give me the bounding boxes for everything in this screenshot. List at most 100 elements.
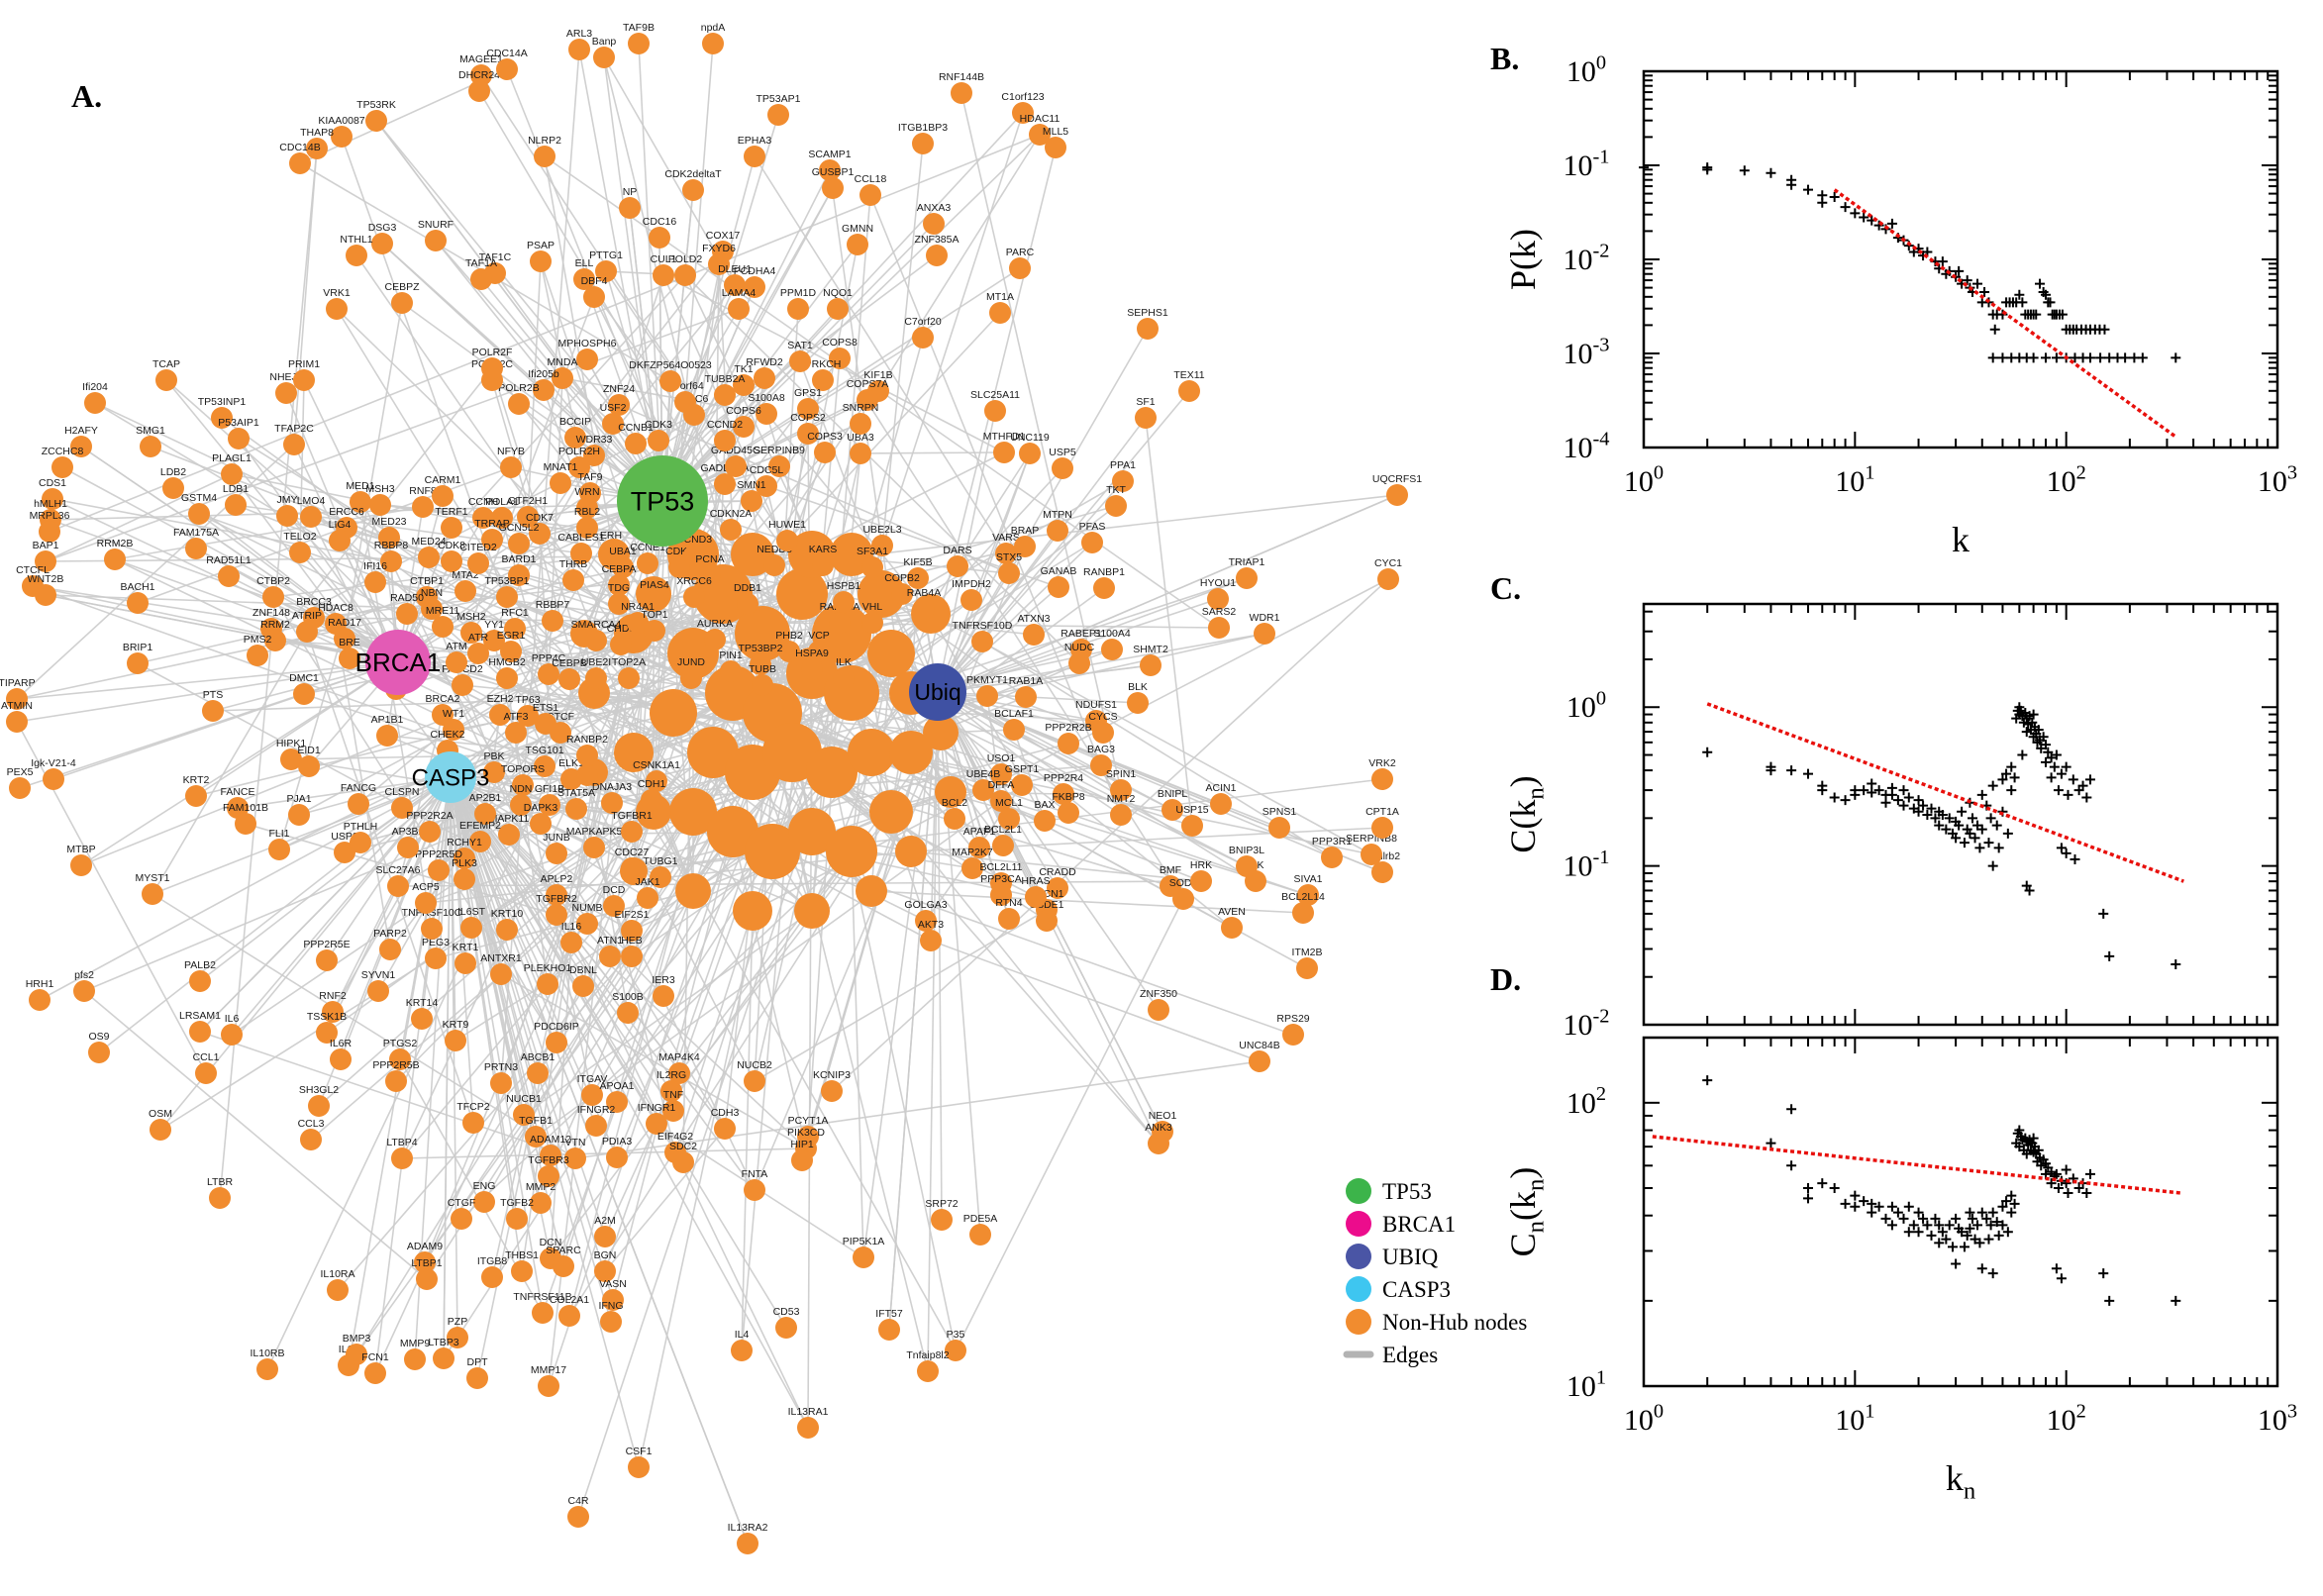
network-node-cluster[interactable] — [856, 875, 887, 907]
network-node[interactable] — [540, 1145, 561, 1166]
network-node[interactable] — [511, 1260, 533, 1282]
network-node[interactable] — [565, 798, 587, 820]
network-node[interactable] — [533, 379, 555, 401]
network-node[interactable] — [425, 230, 447, 251]
network-node[interactable] — [621, 857, 643, 879]
network-node[interactable] — [812, 369, 834, 391]
network-node[interactable] — [600, 541, 622, 562]
network-node[interactable] — [797, 423, 819, 445]
network-node[interactable] — [682, 179, 704, 201]
network-node[interactable] — [923, 213, 945, 235]
network-node[interactable] — [1090, 754, 1112, 776]
network-node[interactable] — [127, 592, 149, 614]
network-node[interactable] — [498, 824, 520, 846]
network-node[interactable] — [364, 571, 386, 593]
network-node[interactable] — [460, 917, 482, 939]
network-node[interactable] — [1140, 654, 1162, 676]
network-node[interactable] — [737, 1533, 758, 1554]
network-node[interactable] — [496, 586, 518, 608]
network-node[interactable] — [513, 1104, 535, 1126]
network-node[interactable] — [218, 565, 240, 587]
network-node[interactable] — [1371, 817, 1393, 839]
network-node[interactable] — [776, 530, 798, 551]
network-node[interactable] — [878, 1319, 900, 1341]
network-node[interactable] — [1023, 624, 1045, 646]
network-node[interactable] — [558, 668, 580, 690]
network-node[interactable] — [850, 443, 871, 464]
network-node[interactable] — [733, 416, 755, 438]
network-node[interactable] — [508, 564, 530, 586]
network-node[interactable] — [221, 1024, 243, 1046]
network-node[interactable] — [530, 250, 552, 272]
network-node[interactable] — [1011, 774, 1033, 796]
network-node[interactable] — [538, 663, 559, 685]
network-node[interactable] — [452, 674, 473, 696]
network-node-cluster[interactable] — [858, 570, 905, 618]
network-node[interactable] — [608, 593, 630, 615]
network-node[interactable] — [221, 463, 243, 485]
network-node[interactable] — [418, 547, 440, 568]
network-node[interactable] — [699, 564, 721, 586]
network-node[interactable] — [1162, 799, 1183, 821]
network-node[interactable] — [364, 1362, 386, 1384]
network-node[interactable] — [960, 589, 982, 611]
network-node-cluster[interactable] — [935, 776, 966, 808]
network-node[interactable] — [617, 1002, 639, 1024]
network-node[interactable] — [822, 177, 844, 199]
network-node[interactable] — [391, 292, 413, 314]
network-node[interactable] — [767, 104, 789, 126]
network-node[interactable] — [797, 398, 819, 420]
network-node-cluster[interactable] — [745, 824, 800, 879]
network-node[interactable] — [446, 651, 467, 673]
network-node[interactable] — [775, 1317, 797, 1339]
network-node[interactable] — [512, 774, 534, 796]
network-node[interactable] — [628, 33, 650, 54]
network-node[interactable] — [51, 456, 73, 478]
network-node[interactable] — [992, 835, 1014, 856]
network-node[interactable] — [481, 1266, 503, 1288]
network-node[interactable] — [674, 391, 696, 413]
network-node[interactable] — [850, 413, 871, 435]
network-node[interactable] — [1371, 861, 1393, 883]
network-node[interactable] — [534, 146, 556, 167]
network-node[interactable] — [621, 821, 643, 843]
network-node[interactable] — [891, 583, 913, 605]
network-node[interactable] — [728, 298, 750, 320]
network-node[interactable] — [969, 1224, 991, 1246]
network-node[interactable] — [568, 456, 590, 478]
network-node[interactable] — [733, 374, 755, 396]
network-node[interactable] — [211, 407, 233, 429]
network-node[interactable] — [968, 837, 990, 858]
network-node[interactable] — [104, 549, 126, 570]
network-node[interactable] — [535, 713, 556, 735]
network-node[interactable] — [993, 442, 1015, 463]
network-node[interactable] — [504, 618, 526, 640]
network-node[interactable] — [425, 948, 447, 969]
network-node[interactable] — [627, 612, 649, 634]
network-node[interactable] — [546, 904, 567, 926]
network-node[interactable] — [731, 1340, 753, 1361]
hub-node-casp3[interactable] — [425, 751, 476, 803]
network-node[interactable] — [672, 1151, 694, 1173]
network-node[interactable] — [650, 866, 671, 888]
network-node[interactable] — [346, 1344, 367, 1365]
network-node[interactable] — [432, 616, 454, 638]
network-node[interactable] — [621, 920, 643, 942]
network-node[interactable] — [1101, 639, 1123, 660]
network-node[interactable] — [306, 138, 328, 159]
network-node[interactable] — [280, 748, 302, 770]
network-node[interactable] — [641, 789, 662, 811]
network-node[interactable] — [778, 641, 800, 662]
network-node[interactable] — [583, 445, 605, 466]
network-node[interactable] — [283, 434, 305, 455]
network-node[interactable] — [225, 494, 247, 516]
network-node[interactable] — [316, 949, 338, 971]
network-node[interactable] — [576, 764, 598, 786]
network-node[interactable] — [496, 667, 518, 689]
network-node[interactable] — [668, 1062, 690, 1084]
network-node[interactable] — [140, 436, 161, 457]
network-node[interactable] — [1045, 137, 1066, 158]
network-node[interactable] — [637, 552, 658, 574]
network-node[interactable] — [43, 768, 64, 790]
network-node[interactable] — [454, 848, 475, 869]
